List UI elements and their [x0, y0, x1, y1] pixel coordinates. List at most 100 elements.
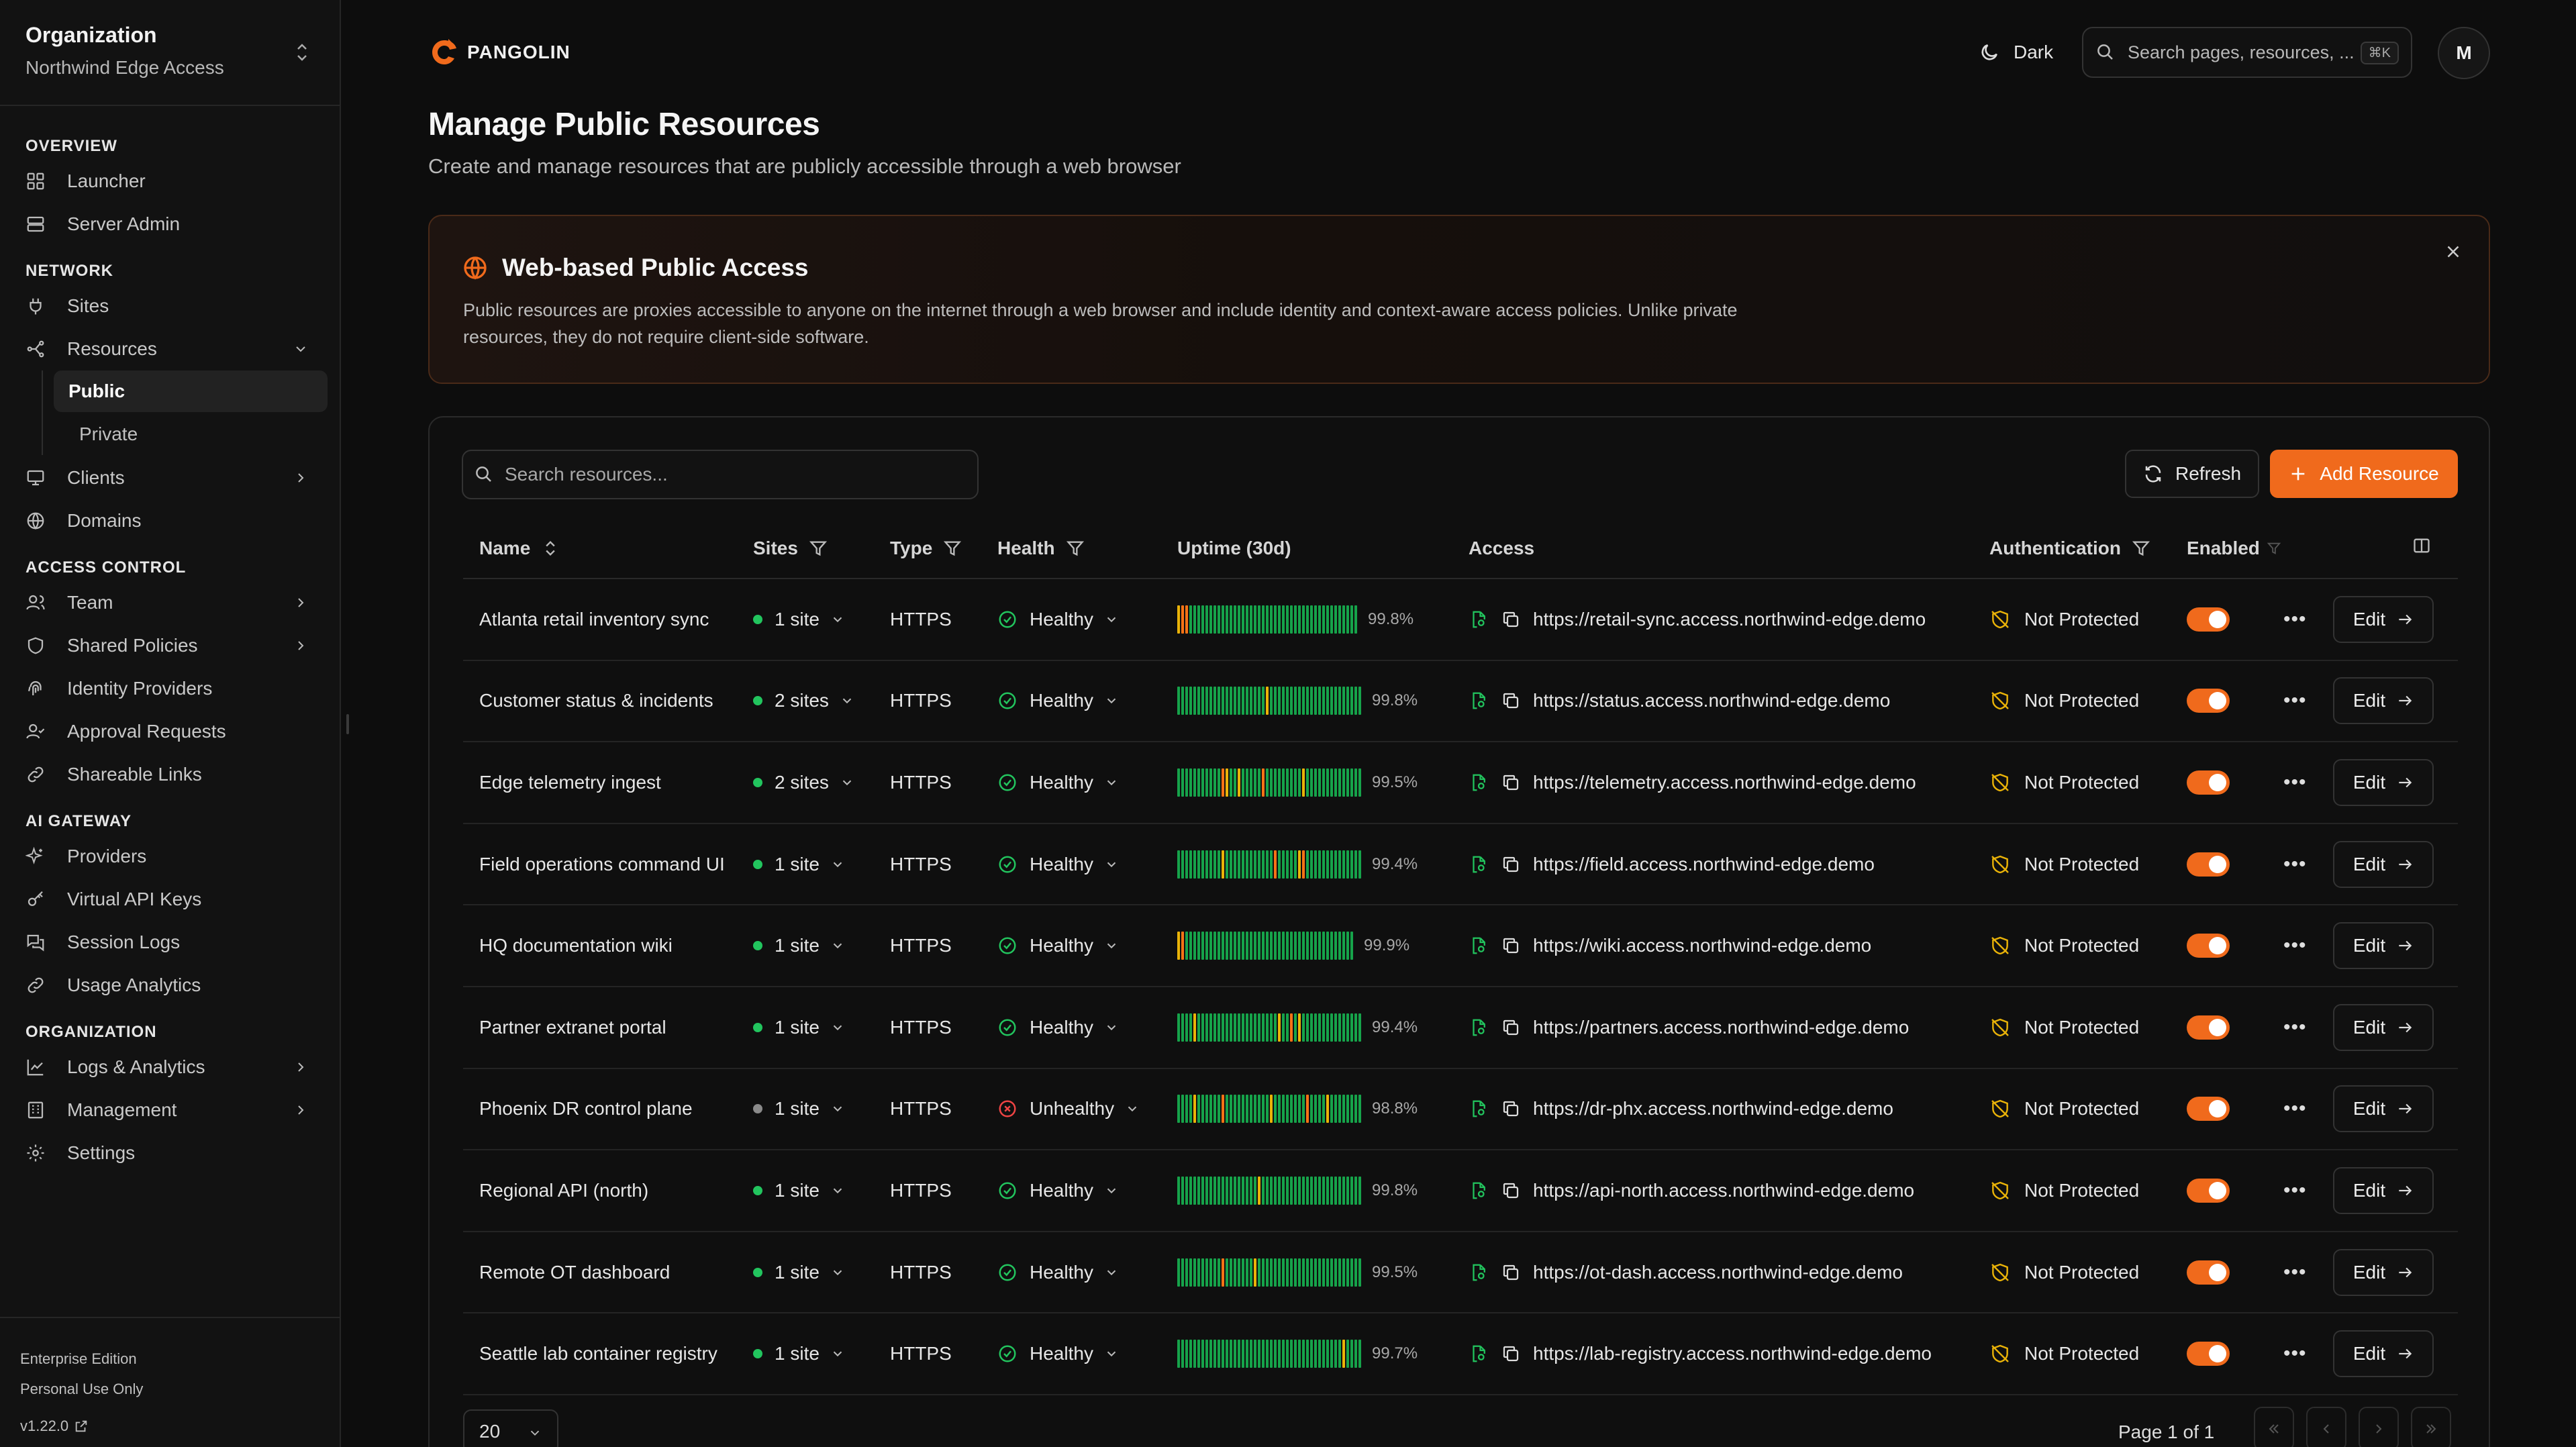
sidebar-item-sites[interactable]: Sites	[0, 285, 340, 328]
more-actions-icon[interactable]: •••	[2283, 934, 2307, 957]
first-page-button[interactable]	[2254, 1407, 2294, 1447]
resource-name[interactable]: Edge telemetry ingest	[463, 742, 753, 824]
copy-icon[interactable]	[1501, 772, 1521, 793]
table-row[interactable]: Remote OT dashboard 1 site HTTPS Healthy 99.…	[463, 1231, 2458, 1314]
user-avatar[interactable]: M	[2438, 27, 2490, 79]
health-cell[interactable]: Healthy	[997, 823, 1177, 906]
edit-button[interactable]: Edit	[2333, 1248, 2434, 1296]
resource-url[interactable]: https://api-north.access.northwind-edge.…	[1533, 1179, 1915, 1201]
enabled-toggle[interactable]	[2187, 607, 2230, 632]
more-actions-icon[interactable]: •••	[2283, 1179, 2307, 1201]
copy-icon[interactable]	[1501, 1344, 1521, 1364]
resource-url[interactable]: https://dr-phx.access.northwind-edge.dem…	[1533, 1098, 1893, 1119]
column-name[interactable]: Name	[463, 518, 753, 579]
copy-icon[interactable]	[1501, 691, 1521, 711]
edit-button[interactable]: Edit	[2333, 1085, 2434, 1133]
more-actions-icon[interactable]: •••	[2283, 770, 2307, 793]
enabled-toggle[interactable]	[2187, 1097, 2230, 1121]
column-health[interactable]: Health	[997, 518, 1177, 579]
enabled-toggle[interactable]	[2187, 770, 2230, 795]
edit-button[interactable]: Edit	[2333, 1003, 2434, 1051]
health-cell[interactable]: Healthy	[997, 660, 1177, 743]
version-link[interactable]: v1.22.0	[20, 1411, 340, 1441]
column-visibility[interactable]	[2333, 518, 2458, 579]
sites-cell[interactable]: 1 site	[753, 579, 890, 661]
resource-url[interactable]: https://field.access.northwind-edge.demo	[1533, 853, 1875, 875]
theme-toggle-button[interactable]: Dark	[1979, 36, 2053, 68]
resource-name[interactable]: Customer status & incidents	[463, 660, 753, 743]
more-actions-icon[interactable]: •••	[2283, 852, 2307, 875]
table-row[interactable]: Partner extranet portal 1 site HTTPS Health…	[463, 986, 2458, 1069]
sidebar-item-approval-requests[interactable]: Approval Requests	[0, 710, 340, 753]
more-actions-icon[interactable]: •••	[2283, 1260, 2307, 1283]
table-row[interactable]: Customer status & incidents 2 sites HTTPS H…	[463, 660, 2458, 743]
table-row[interactable]: Phoenix DR control plane 1 site HTTPS Unhea…	[463, 1068, 2458, 1151]
sites-cell[interactable]: 2 sites	[753, 742, 890, 824]
sites-cell[interactable]: 1 site	[753, 1068, 890, 1151]
resource-name[interactable]: Seattle lab container registry	[463, 1313, 753, 1395]
column-enabled[interactable]: Enabled	[2187, 518, 2283, 579]
resource-url[interactable]: https://wiki.access.northwind-edge.demo	[1533, 935, 1872, 956]
enabled-toggle[interactable]	[2187, 1342, 2230, 1366]
table-row[interactable]: Seattle lab container registry 1 site HTTP…	[463, 1313, 2458, 1395]
resource-name[interactable]: Phoenix DR control plane	[463, 1068, 753, 1151]
enabled-toggle[interactable]	[2187, 1178, 2230, 1203]
sites-cell[interactable]: 2 sites	[753, 660, 890, 743]
sidebar-item-public[interactable]: Public	[54, 370, 328, 412]
resource-url[interactable]: https://retail-sync.access.northwind-edg…	[1533, 608, 1926, 630]
sites-cell[interactable]: 1 site	[753, 823, 890, 906]
column-sites[interactable]: Sites	[753, 518, 890, 579]
sidebar-item-team[interactable]: Team	[0, 581, 340, 624]
brand-logo[interactable]: PANGOLIN	[428, 36, 571, 68]
column-authentication[interactable]: Authentication	[1989, 518, 2187, 579]
sites-cell[interactable]: 1 site	[753, 1150, 890, 1232]
resource-name[interactable]: Atlanta retail inventory sync	[463, 579, 753, 661]
edit-button[interactable]: Edit	[2333, 595, 2434, 643]
sites-cell[interactable]: 1 site	[753, 1313, 890, 1395]
refresh-button[interactable]: Refresh	[2125, 450, 2259, 498]
sidebar-item-domains[interactable]: Domains	[0, 499, 340, 542]
more-actions-icon[interactable]: •••	[2283, 689, 2307, 712]
resource-url[interactable]: https://ot-dash.access.northwind-edge.de…	[1533, 1261, 1903, 1283]
resource-name[interactable]: Regional API (north)	[463, 1150, 753, 1232]
enabled-toggle[interactable]	[2187, 689, 2230, 713]
health-cell[interactable]: Healthy	[997, 1231, 1177, 1314]
resource-url[interactable]: https://lab-registry.access.northwind-ed…	[1533, 1343, 1932, 1364]
edit-button[interactable]: Edit	[2333, 677, 2434, 725]
more-actions-icon[interactable]: •••	[2283, 1342, 2307, 1365]
sidebar-item-settings[interactable]: Settings	[0, 1132, 340, 1175]
sidebar-item-usage-analytics[interactable]: Usage Analytics	[0, 964, 340, 1007]
sidebar-item-shared-policies[interactable]: Shared Policies	[0, 624, 340, 667]
table-row[interactable]: Field operations command UI 1 site HTTPS He…	[463, 823, 2458, 906]
prev-page-button[interactable]	[2306, 1407, 2346, 1447]
health-cell[interactable]: Healthy	[997, 742, 1177, 824]
sidebar-item-server-admin[interactable]: Server Admin	[0, 203, 340, 246]
sidebar-item-virtual-api-keys[interactable]: Virtual API Keys	[0, 878, 340, 921]
health-cell[interactable]: Healthy	[997, 579, 1177, 661]
page-size-select[interactable]: 20	[463, 1409, 558, 1447]
enabled-toggle[interactable]	[2187, 1015, 2230, 1040]
copy-icon[interactable]	[1501, 1262, 1521, 1283]
sidebar-item-shareable-links[interactable]: Shareable Links	[0, 753, 340, 796]
sidebar-item-session-logs[interactable]: Session Logs	[0, 921, 340, 964]
edit-button[interactable]: Edit	[2333, 758, 2434, 806]
add-resource-button[interactable]: Add Resource	[2270, 450, 2458, 498]
sites-cell[interactable]: 1 site	[753, 1231, 890, 1314]
table-row[interactable]: HQ documentation wiki 1 site HTTPS Healthy 9…	[463, 905, 2458, 987]
close-icon[interactable]	[2443, 242, 2463, 262]
health-cell[interactable]: Healthy	[997, 1313, 1177, 1395]
resource-url[interactable]: https://status.access.northwind-edge.dem…	[1533, 690, 1891, 711]
edit-button[interactable]: Edit	[2333, 922, 2434, 970]
sidebar-item-clients[interactable]: Clients	[0, 456, 340, 499]
edit-button[interactable]: Edit	[2333, 1166, 2434, 1214]
enabled-toggle[interactable]	[2187, 934, 2230, 958]
copy-icon[interactable]	[1501, 609, 1521, 630]
column-type[interactable]: Type	[890, 518, 997, 579]
health-cell[interactable]: Healthy	[997, 905, 1177, 987]
copy-icon[interactable]	[1501, 1017, 1521, 1038]
resource-name[interactable]: Remote OT dashboard	[463, 1231, 753, 1314]
sidebar-item-logs-analytics[interactable]: Logs & Analytics	[0, 1046, 340, 1089]
resource-name[interactable]: HQ documentation wiki	[463, 905, 753, 987]
table-row[interactable]: Regional API (north) 1 site HTTPS Healthy 99…	[463, 1150, 2458, 1232]
resource-name[interactable]: Partner extranet portal	[463, 986, 753, 1069]
